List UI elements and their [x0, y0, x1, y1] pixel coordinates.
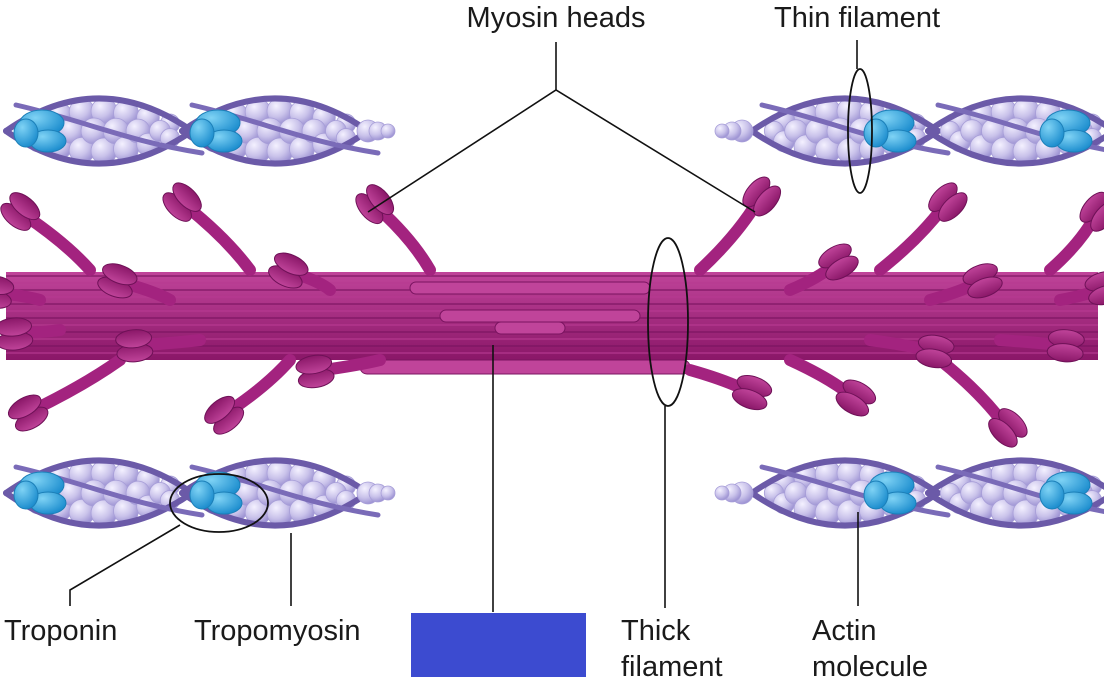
tropomyosin-twist	[759, 102, 951, 156]
thick-filament-label-line1: Thick	[621, 615, 691, 647]
troponin-subunit	[13, 118, 39, 148]
troponin-circle	[169, 473, 269, 533]
myosin-head-lobe	[1046, 343, 1084, 363]
myosin-head	[355, 184, 395, 225]
actin-bead	[714, 123, 730, 139]
myosin-head	[731, 375, 773, 411]
myosin-head-lobe	[274, 252, 309, 276]
myosin-head	[204, 395, 245, 435]
tropomyosin-strand	[925, 457, 1104, 496]
tropomyosin-twist	[935, 102, 1104, 153]
myosin-neck	[934, 354, 1010, 430]
myosin-neck	[27, 354, 126, 416]
thin-filament-top-left	[3, 95, 396, 167]
myosin-head-lobe	[915, 348, 953, 369]
hidden-label-box	[411, 613, 586, 677]
myosin-neck	[222, 354, 296, 418]
troponin-subunit	[863, 480, 889, 510]
troponin-leader	[69, 524, 181, 606]
tropomyosin-label: Tropomyosin	[194, 615, 361, 647]
thick-filament-circle	[647, 237, 689, 407]
myosin-neck	[694, 195, 764, 276]
myosin-neck	[1044, 210, 1101, 276]
troponin-subunit	[863, 118, 889, 148]
myosin-head-lobe	[295, 354, 333, 375]
myosin-head	[988, 408, 1028, 448]
myosin-head-lobe	[825, 255, 859, 281]
myosin-head-lobe	[988, 418, 1018, 448]
actin-bead	[380, 123, 396, 139]
actin-molecule-label-line2: molecule	[812, 651, 928, 683]
myosin-neck	[784, 354, 857, 401]
tropomyosin-strand	[749, 457, 941, 496]
myosin-rod	[439, 309, 641, 323]
annotation-lines	[69, 40, 873, 612]
myosin-head-lobe	[172, 182, 202, 212]
myosin-neck	[180, 200, 256, 276]
troponin-subunit	[189, 480, 215, 510]
myosin-head	[97, 263, 138, 299]
troponin-subunit	[13, 480, 39, 510]
myosin-head-lobe	[731, 388, 768, 411]
myosin-head	[295, 354, 335, 389]
myosin-heads-label: Myosin heads	[467, 2, 646, 34]
thin-filament-top-right	[714, 95, 1104, 167]
myosin-head-lobe	[7, 394, 42, 420]
thin-filament-bottom-right	[714, 457, 1104, 529]
troponin-subunit	[1039, 480, 1065, 510]
myosin-neck	[372, 202, 436, 276]
myosin-head	[0, 317, 34, 351]
myosin-head-lobe	[967, 276, 1003, 299]
myosin-neck	[18, 209, 96, 276]
myosin-head-lobe	[1084, 270, 1104, 292]
myosin-head-lobe	[938, 192, 968, 222]
myosin-head-lobe	[0, 317, 33, 337]
myosin-head	[115, 329, 154, 363]
myosin-head-lobe	[835, 391, 870, 417]
myosin-head-lobe	[115, 329, 153, 349]
myosin-head	[835, 379, 877, 417]
tropomyosin-strand	[925, 95, 1104, 134]
myosin-head	[742, 176, 782, 217]
myosin-head-lobe	[1090, 200, 1104, 232]
tropomyosin-twist	[935, 464, 1104, 515]
actin-bead	[714, 485, 730, 501]
myosin-head	[162, 182, 202, 222]
myosin-rod	[494, 321, 566, 335]
myosin-head-lobe	[102, 263, 138, 286]
myosin-head	[7, 394, 49, 432]
myosin-head	[0, 275, 15, 309]
thick-filament-label-line2: filament	[621, 651, 723, 683]
troponin-label: Troponin	[4, 615, 117, 647]
thin-filament-circle	[847, 68, 873, 194]
myosin-head	[962, 263, 1003, 299]
myosin-head	[0, 192, 41, 231]
myosin-head-lobe	[9, 192, 41, 221]
myosin-head	[818, 243, 859, 281]
myosin-head	[1046, 329, 1085, 363]
thin-filament-label: Thin filament	[774, 2, 940, 34]
myosin-head	[268, 252, 309, 289]
myosin-head-lobe	[0, 275, 15, 296]
myosin-head	[915, 334, 955, 369]
myosin-head-lobe	[204, 395, 236, 424]
myosin-rod	[409, 281, 651, 295]
troponin-subunit	[189, 118, 215, 148]
myosin-heads-leader	[367, 89, 756, 213]
thin-filament-bottom-left	[3, 457, 396, 529]
tropomyosin-strand	[749, 95, 941, 134]
myosin-head-lobe	[753, 185, 782, 217]
myosin-head	[928, 182, 968, 222]
troponin-subunit	[1039, 118, 1065, 148]
myosin-head-lobe	[366, 184, 395, 216]
actin-bead	[380, 485, 396, 501]
myosin-head	[1079, 191, 1104, 232]
myosin-neck	[874, 200, 950, 276]
actin-molecule-label-line1: Actin	[812, 615, 876, 647]
tropomyosin-twist	[759, 464, 951, 518]
myosin-rod	[359, 359, 691, 375]
thick-filament	[0, 176, 1104, 448]
